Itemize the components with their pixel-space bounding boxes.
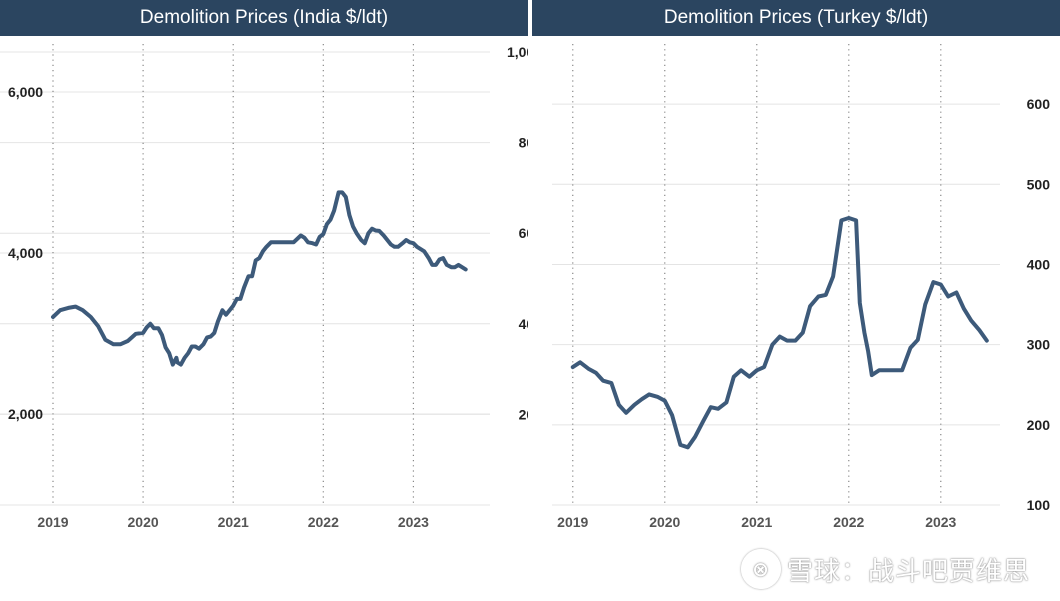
left-axis-tick-label: 2,000 [8, 406, 43, 422]
india-chart-panel: Demolition Prices (India $/ldt) 2019 2020… [0, 0, 528, 601]
right-axis-tick-label: 600 [519, 225, 528, 241]
right-axis-tick-label: 200 [519, 406, 528, 422]
right-axis-tick-label: 800 [519, 135, 528, 151]
series-line [570, 216, 989, 450]
right-axis-tick-label: 500 [1027, 176, 1051, 192]
snowball-logo-icon: ⊗ [740, 549, 781, 589]
x-tick-label: 2021 [741, 514, 772, 530]
left-axis-tick-label: 4,000 [8, 245, 43, 261]
x-tick-label: 2020 [649, 514, 680, 530]
right-axis-tick-label: 600 [1027, 96, 1051, 112]
series-line [51, 190, 468, 367]
right-axis-tick-label: 200 [1027, 417, 1051, 433]
right-axis-tick-label: 400 [1027, 256, 1051, 272]
turkey-line-chart: 2019 2020 2021 2022 2023 100 200 300 400 500 600 [552, 44, 1051, 530]
right-axis-tick-label: 300 [1027, 337, 1051, 353]
turkey-chart-panel: Demolition Prices (Turkey $/ldt) 2019 202… [532, 0, 1060, 601]
india-line-chart: 2019202020212022202302004006008001,0002,… [0, 44, 528, 530]
x-tick-label: 2023 [398, 514, 429, 530]
x-tick-label: 2022 [833, 514, 864, 530]
x-tick-label: 2020 [128, 514, 159, 530]
x-tick-label: 2019 [37, 514, 68, 530]
x-tick-label: 2019 [557, 514, 588, 530]
watermark: ⊗ 雪球：战斗吧贾维思 [740, 549, 1030, 589]
chart-title: Demolition Prices (India $/ldt) [0, 0, 528, 36]
right-axis-tick-label: 1,000 [507, 44, 528, 60]
x-tick-label: 2021 [218, 514, 249, 530]
left-axis-tick-label: 6,000 [8, 84, 43, 100]
x-tick-label: 2023 [925, 514, 956, 530]
right-axis-tick-label: 400 [519, 316, 528, 332]
right-axis-tick-label: 100 [1027, 497, 1051, 513]
watermark-text: 雪球：战斗吧贾维思 [786, 556, 1030, 587]
x-tick-label: 2022 [308, 514, 339, 530]
chart-title: Demolition Prices (Turkey $/ldt) [532, 0, 1060, 36]
